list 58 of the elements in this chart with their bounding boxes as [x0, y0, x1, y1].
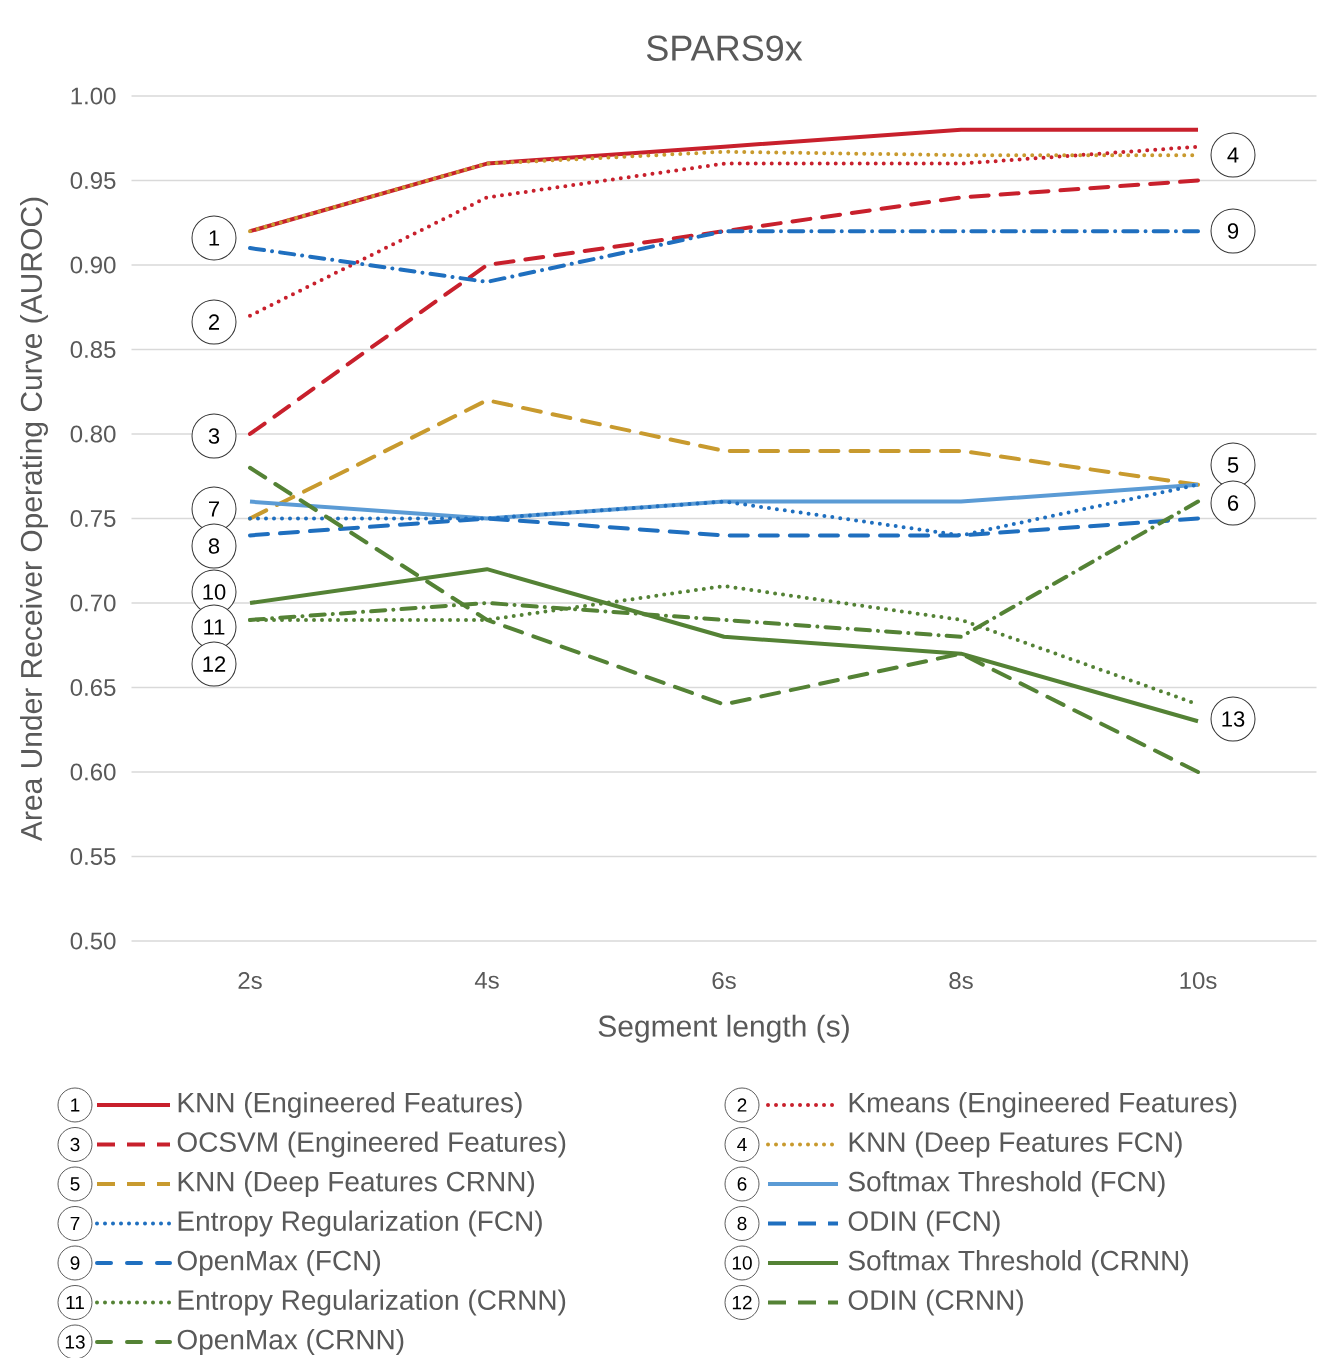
text: 2 [737, 1098, 747, 1112]
x-tick-label: 2s [238, 972, 262, 990]
legend-label: OCSVM (Engineered Features) [177, 1131, 566, 1158]
legend-label: Softmax Threshold (FCN) [848, 1170, 1165, 1198]
text: 12 [732, 1295, 752, 1310]
legend-label: KNN (Engineered Features) [178, 1091, 522, 1119]
text: 6 [737, 1177, 747, 1191]
y-tick-label: 0.95 [70, 172, 116, 189]
annotation: 4 [1227, 147, 1239, 163]
y-axis-title: Area Under Receiver Operating Curve (AUROC) [20, 197, 48, 842]
legend-label: Entropy Regularization (CRNN) [178, 1289, 566, 1316]
legend-label: OpenMax (CRNN) [177, 1328, 404, 1356]
text: 9 [70, 1256, 80, 1270]
legend-label: ODIN (FCN) [848, 1210, 1000, 1237]
text: 4 [737, 1137, 747, 1152]
legend-label: Kmeans (Engineered Features) [849, 1091, 1237, 1119]
y-tick-label: 0.55 [70, 848, 116, 865]
text: 13 [65, 1335, 85, 1349]
x-tick-label: 10s [1180, 972, 1217, 990]
x-tick-label: 8s [949, 972, 973, 990]
annotation: 9 [1227, 223, 1239, 239]
text: 10 [732, 1256, 752, 1270]
annotation: 7 [209, 501, 220, 517]
x-tick-label: 6s [712, 972, 736, 990]
annotation: 2 [208, 314, 220, 330]
annotation: 6 [1228, 495, 1239, 511]
y-tick-label: 0.75 [70, 510, 116, 527]
text: 11 [66, 1295, 84, 1310]
text: 8 [737, 1216, 747, 1231]
y-tick-label: 1.00 [71, 87, 116, 105]
legend-label: Softmax Threshold (CRNN) [848, 1249, 1188, 1277]
legend-label: ODIN (CRNN) [848, 1289, 1023, 1316]
text: 7 [70, 1216, 80, 1231]
text: 3 [70, 1137, 80, 1152]
y-tick-label: 0.65 [70, 679, 116, 696]
annotation: 12 [203, 656, 226, 672]
x-tick-label: 4s [474, 972, 499, 989]
annotation: 11 [204, 619, 225, 635]
y-tick-label: 0.70 [70, 594, 116, 612]
y-tick-label: 0.85 [70, 341, 116, 358]
chart-title: SPARS9x [646, 35, 803, 61]
y-tick-label: 0.50 [70, 932, 116, 950]
y-tick-label: 0.90 [70, 256, 116, 274]
annotation: 1 [209, 230, 220, 246]
legend-label: OpenMax (FCN) [177, 1249, 380, 1277]
legend-label: KNN (Deep Features CRNN) [178, 1170, 535, 1198]
annotation: 10 [203, 584, 226, 600]
y-tick-label: 0.60 [70, 763, 116, 781]
annotation: 3 [208, 428, 220, 444]
legend-label: KNN (Deep Features FCN) [849, 1131, 1182, 1158]
annotation: 5 [1227, 457, 1239, 473]
annotation: 8 [208, 538, 220, 554]
text: 5 [70, 1177, 80, 1191]
text: 1 [71, 1098, 80, 1112]
annotation: 13 [1222, 711, 1245, 727]
y-tick-label: 0.80 [70, 425, 116, 443]
legend-label: Entropy Regularization (FCN) [178, 1210, 542, 1237]
x-axis-title: Segment length (s) [598, 1014, 849, 1043]
